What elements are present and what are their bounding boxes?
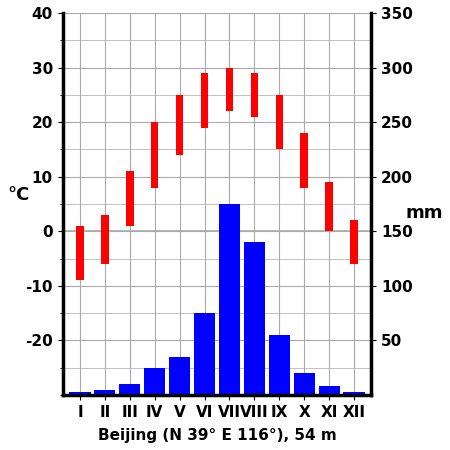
Bar	[269, 335, 290, 395]
Bar	[194, 313, 215, 395]
Bar	[325, 182, 333, 231]
Bar	[176, 95, 184, 155]
Bar	[126, 171, 134, 226]
Bar	[101, 215, 108, 264]
Bar	[350, 220, 358, 264]
Bar	[226, 68, 233, 111]
Bar	[244, 242, 265, 395]
Bar	[69, 392, 90, 395]
Bar	[219, 204, 240, 395]
Bar	[251, 73, 258, 117]
Bar	[144, 368, 165, 395]
Bar	[201, 73, 208, 127]
Bar	[301, 133, 308, 188]
Bar	[76, 226, 84, 280]
Y-axis label: °C: °C	[7, 186, 29, 204]
Bar	[293, 373, 315, 395]
Bar	[94, 390, 116, 395]
Bar	[119, 384, 140, 395]
Y-axis label: mm: mm	[405, 204, 443, 222]
Bar	[343, 392, 365, 395]
Bar	[319, 386, 340, 395]
Bar	[275, 95, 283, 149]
Bar	[151, 122, 158, 188]
X-axis label: Beijing (N 39° E 116°), 54 m: Beijing (N 39° E 116°), 54 m	[98, 428, 337, 443]
Bar	[169, 357, 190, 395]
